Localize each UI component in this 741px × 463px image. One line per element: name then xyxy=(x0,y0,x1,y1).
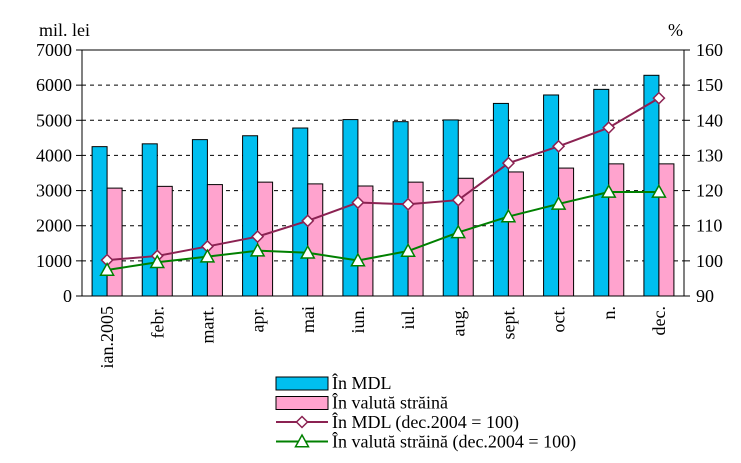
line-point-diamond-oct. xyxy=(552,139,566,153)
line-series-3 xyxy=(106,97,660,262)
line-point-diamond-apr. xyxy=(251,230,265,244)
bar-series-2-dec. xyxy=(658,163,675,297)
x-axis-category-label: iul. xyxy=(398,306,418,330)
legend-marker-triangle xyxy=(294,433,310,448)
line-point-triangle-iun. xyxy=(350,252,366,267)
bar-series-2-oct. xyxy=(558,167,575,297)
line-point-triangle-sept. xyxy=(500,208,517,223)
x-axis-category-label: ian.2005 xyxy=(97,306,117,369)
bar-series-1-sept. xyxy=(492,102,509,297)
right-axis-unit-label: % xyxy=(668,20,683,40)
legend-marker-diamond xyxy=(295,415,309,429)
bar-series-group xyxy=(91,74,675,297)
bar-series-2-ian.2005 xyxy=(106,187,123,297)
line-point-triangle-dec. xyxy=(651,183,667,198)
right-axis-tick-label: 140 xyxy=(696,110,723,130)
bar-series-1-dec. xyxy=(643,74,660,297)
bar-series-1-oct. xyxy=(543,94,560,297)
left-axis-tick-label: 0 xyxy=(63,286,72,306)
legend-swatch-series-2 xyxy=(275,396,329,410)
line-point-triangle-febr. xyxy=(149,254,166,269)
line-point-diamond-n. xyxy=(602,121,616,135)
left-axis-tick-label: 7000 xyxy=(36,40,72,60)
bar-series-2-mart. xyxy=(206,184,223,297)
right-axis-tick-label: 150 xyxy=(696,75,723,95)
right-axis-tick-label: 100 xyxy=(696,251,723,271)
x-axis-category-label: iun. xyxy=(348,306,368,334)
bar-series-1-febr. xyxy=(141,143,158,297)
left-axis-tick-label: 6000 xyxy=(36,75,72,95)
left-axis-tick-label: 3000 xyxy=(36,181,72,201)
line-point-triangle-ian.2005 xyxy=(99,261,115,276)
bar-series-1-apr. xyxy=(242,135,259,297)
line-point-diamond-dec. xyxy=(652,91,666,105)
bar-series-2-febr. xyxy=(156,185,173,297)
x-axis-category-label: n. xyxy=(599,306,619,320)
line-point-diamond-aug. xyxy=(451,193,465,207)
line-point-triangle-apr. xyxy=(249,242,266,257)
bar-series-2-n. xyxy=(608,163,625,297)
bar-series-1-mart. xyxy=(191,139,208,297)
bar-series-1-mai xyxy=(292,127,309,297)
legend-label-series-1: În MDL xyxy=(332,372,392,393)
left-axis-tick-label: 5000 xyxy=(36,110,72,130)
x-axis-category-label: sept. xyxy=(498,306,518,340)
line-point-triangle-mart. xyxy=(199,248,216,263)
legend-label-series-4: În valută străină (dec.2004 = 100) xyxy=(332,431,576,453)
line-point-diamond-sept. xyxy=(501,156,515,170)
right-axis-tick-label: 90 xyxy=(696,286,714,306)
bar-series-2-iul. xyxy=(407,181,424,297)
bar-series-2-sept. xyxy=(507,171,524,297)
x-axis-category-label: mai xyxy=(298,306,318,333)
line-point-triangle-mai xyxy=(299,244,316,259)
line-point-triangle-n. xyxy=(600,183,617,198)
x-axis-category-label: dec. xyxy=(649,306,669,335)
line-point-triangle-aug. xyxy=(450,224,467,239)
x-axis-category-label: oct. xyxy=(549,306,569,333)
line-series-group xyxy=(99,91,667,276)
bar-series-1-iul. xyxy=(392,121,409,297)
left-axis-unit-label: mil. lei xyxy=(39,20,90,40)
line-point-diamond-iul. xyxy=(401,197,415,211)
legend-label-series-2: În valută străină xyxy=(332,392,448,413)
x-axis-category-label: febr. xyxy=(147,306,167,338)
x-axis-category-label: mart. xyxy=(197,306,217,344)
right-axis-tick-label: 110 xyxy=(696,216,722,236)
legend-label-series-3: În MDL (dec.2004 = 100) xyxy=(332,411,519,433)
bar-series-1-aug. xyxy=(442,119,459,297)
line-point-triangle-oct. xyxy=(550,195,567,210)
left-axis-tick-label: 2000 xyxy=(36,216,72,236)
line-series-4 xyxy=(106,190,659,271)
axes: 0 90 1000 100 2000 110 3000 120 4000 130 5000 140 60… xyxy=(36,40,723,369)
right-axis-tick-label: 130 xyxy=(696,145,723,165)
right-axis-tick-label: 120 xyxy=(696,181,723,201)
x-axis-category-label: apr. xyxy=(248,306,268,333)
line-point-diamond-mai xyxy=(301,214,315,228)
x-axis-category-label: aug. xyxy=(448,306,468,337)
line-point-triangle-iul. xyxy=(400,242,416,257)
legend-swatch-series-1 xyxy=(275,376,329,391)
bar-series-2-mai xyxy=(307,183,324,297)
line-point-diamond-iun. xyxy=(351,195,365,210)
left-axis-tick-label: 1000 xyxy=(36,251,72,271)
right-axis-tick-label: 160 xyxy=(696,40,723,60)
left-axis-tick-label: 4000 xyxy=(36,145,72,165)
